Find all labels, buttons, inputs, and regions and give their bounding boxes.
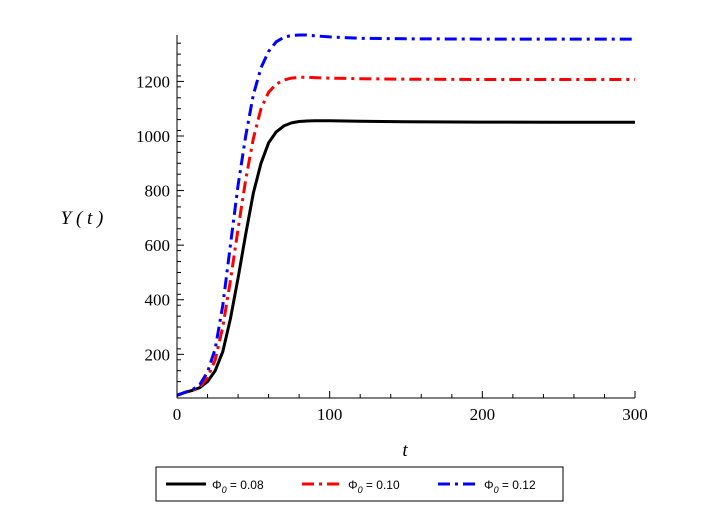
axes: 0 100 200 300 200 400 600 800 1000 1200 bbox=[136, 35, 648, 424]
y-tick-label: 400 bbox=[145, 291, 171, 310]
y-tick-label: 600 bbox=[145, 236, 171, 255]
y-tick-label: 1000 bbox=[136, 127, 170, 146]
x-tick-label: 100 bbox=[317, 405, 343, 424]
y-tick-label: 1200 bbox=[136, 72, 170, 91]
legend: Φ0 = 0.08 Φ0 = 0.10 Φ0 = 0.12 bbox=[155, 466, 564, 502]
series-line-3 bbox=[176, 33, 635, 397]
y-tick-label: 200 bbox=[145, 345, 171, 364]
legend-label-1: Φ0 = 0.08 bbox=[212, 478, 264, 495]
y-tick-label: 800 bbox=[145, 182, 171, 201]
series-line-1 bbox=[176, 119, 635, 397]
x-tick-label: 300 bbox=[622, 405, 648, 424]
x-tick-label: 0 bbox=[173, 405, 182, 424]
series-line-2 bbox=[176, 75, 635, 397]
legend-label-2: Φ0 = 0.10 bbox=[348, 478, 400, 495]
y-axis-title: Y ( t ) bbox=[61, 208, 104, 229]
plot-area bbox=[176, 33, 635, 397]
legend-label-3: Φ0 = 0.12 bbox=[484, 478, 536, 495]
x-tick-label: 200 bbox=[470, 405, 496, 424]
x-axis-title: t bbox=[402, 440, 408, 461]
legend-box bbox=[155, 466, 564, 502]
